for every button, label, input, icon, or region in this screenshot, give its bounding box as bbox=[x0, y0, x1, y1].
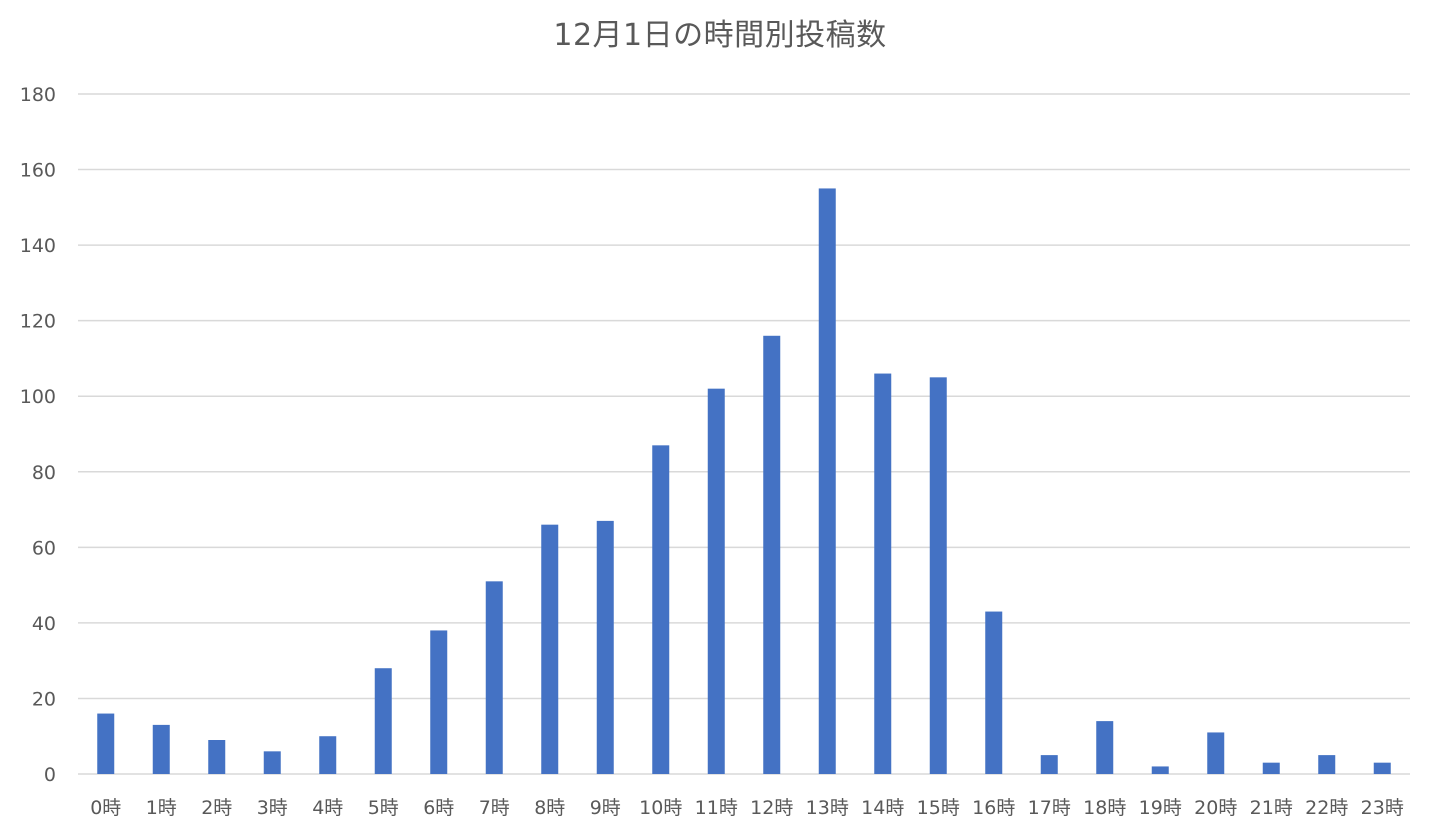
x-tick-label: 12時 bbox=[750, 797, 793, 819]
x-tick-label: 7時 bbox=[479, 797, 510, 819]
bar bbox=[929, 377, 947, 774]
x-tick-label: 22時 bbox=[1305, 797, 1348, 819]
bar bbox=[1096, 721, 1114, 774]
bar bbox=[319, 736, 337, 774]
x-tick-label: 3時 bbox=[257, 797, 288, 819]
x-tick-label: 8時 bbox=[534, 797, 565, 819]
x-tick-label: 18時 bbox=[1083, 797, 1126, 819]
y-tick-label: 120 bbox=[20, 311, 56, 333]
bar bbox=[652, 445, 670, 774]
bar bbox=[97, 713, 115, 774]
x-tick-label: 1時 bbox=[146, 797, 177, 819]
x-tick-label: 13時 bbox=[806, 797, 849, 819]
y-tick-label: 180 bbox=[20, 84, 56, 106]
x-tick-label: 2時 bbox=[201, 797, 232, 819]
y-tick-label: 20 bbox=[32, 688, 56, 710]
y-tick-label: 40 bbox=[32, 613, 56, 635]
bar bbox=[985, 611, 1003, 774]
y-tick-label: 100 bbox=[20, 386, 56, 408]
bar bbox=[430, 630, 448, 774]
bar bbox=[763, 335, 781, 774]
y-tick-label: 80 bbox=[32, 462, 56, 484]
x-tick-label: 14時 bbox=[861, 797, 904, 819]
x-tick-label: 15時 bbox=[917, 797, 960, 819]
x-tick-label: 21時 bbox=[1250, 797, 1293, 819]
y-tick-label: 160 bbox=[20, 160, 56, 182]
x-tick-label: 16時 bbox=[972, 797, 1015, 819]
y-axis-ticks: 0 20 40 60 80 100 120 140 160 180 bbox=[20, 84, 56, 786]
x-tick-label: 17時 bbox=[1028, 797, 1071, 819]
y-tick-label: 140 bbox=[20, 235, 56, 257]
bar bbox=[208, 740, 226, 774]
y-tick-label: 60 bbox=[32, 537, 56, 559]
bar bbox=[541, 524, 559, 774]
bar bbox=[1262, 762, 1280, 774]
x-tick-label: 10時 bbox=[639, 797, 682, 819]
x-tick-label: 20時 bbox=[1194, 797, 1237, 819]
bar bbox=[1318, 755, 1336, 774]
x-tick-label: 19時 bbox=[1139, 797, 1182, 819]
bar bbox=[874, 373, 892, 774]
x-tick-label: 11時 bbox=[695, 797, 738, 819]
x-tick-label: 4時 bbox=[312, 797, 343, 819]
gridlines bbox=[78, 93, 1410, 775]
bar bbox=[596, 520, 614, 774]
chart-title: 12月1日の時間別投稿数 bbox=[553, 18, 887, 53]
x-tick-label: 23時 bbox=[1361, 797, 1404, 819]
bar bbox=[1040, 755, 1058, 774]
bar bbox=[1151, 766, 1169, 774]
x-tick-label: 0時 bbox=[90, 797, 121, 819]
x-tick-label: 9時 bbox=[590, 797, 621, 819]
bar bbox=[707, 388, 725, 774]
bar bbox=[263, 751, 281, 774]
x-axis-ticks: 0時 1時 2時 3時 4時 5時 6時 7時 8時 9時 10時 11時 12時 13時 14時 15時 16… bbox=[90, 797, 1404, 819]
bar bbox=[374, 668, 392, 774]
x-tick-label: 5時 bbox=[368, 797, 399, 819]
bar bbox=[152, 724, 170, 774]
bar bbox=[1373, 762, 1391, 774]
x-tick-label: 6時 bbox=[423, 797, 454, 819]
bars bbox=[97, 188, 1391, 774]
y-tick-label: 0 bbox=[44, 764, 56, 786]
bar bbox=[1207, 732, 1225, 774]
bar bbox=[818, 188, 836, 774]
bar bbox=[485, 581, 503, 774]
